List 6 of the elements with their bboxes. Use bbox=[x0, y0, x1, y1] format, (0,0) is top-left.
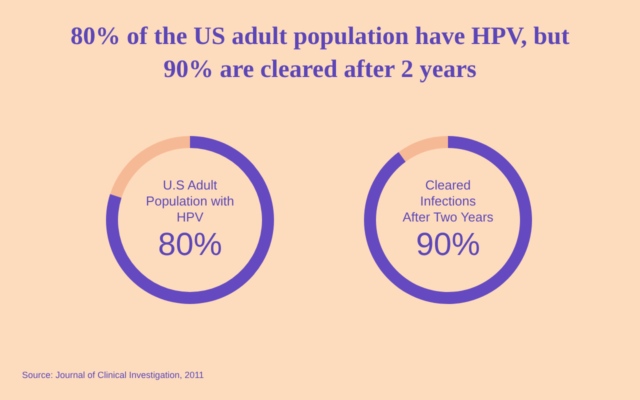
chart-title: 80% of the US adult population have HPV, but 90% are cleared after 2 years bbox=[70, 22, 570, 85]
data-label: 90% bbox=[416, 226, 480, 262]
source-note: Source: Journal of Clinical Investigation, 2011 bbox=[22, 370, 204, 380]
data-label: 80% bbox=[158, 226, 222, 262]
slice-label: Cleared Infections After Two Years bbox=[402, 178, 494, 224]
slice-label: U.S Adult Population with HPV bbox=[146, 178, 234, 224]
